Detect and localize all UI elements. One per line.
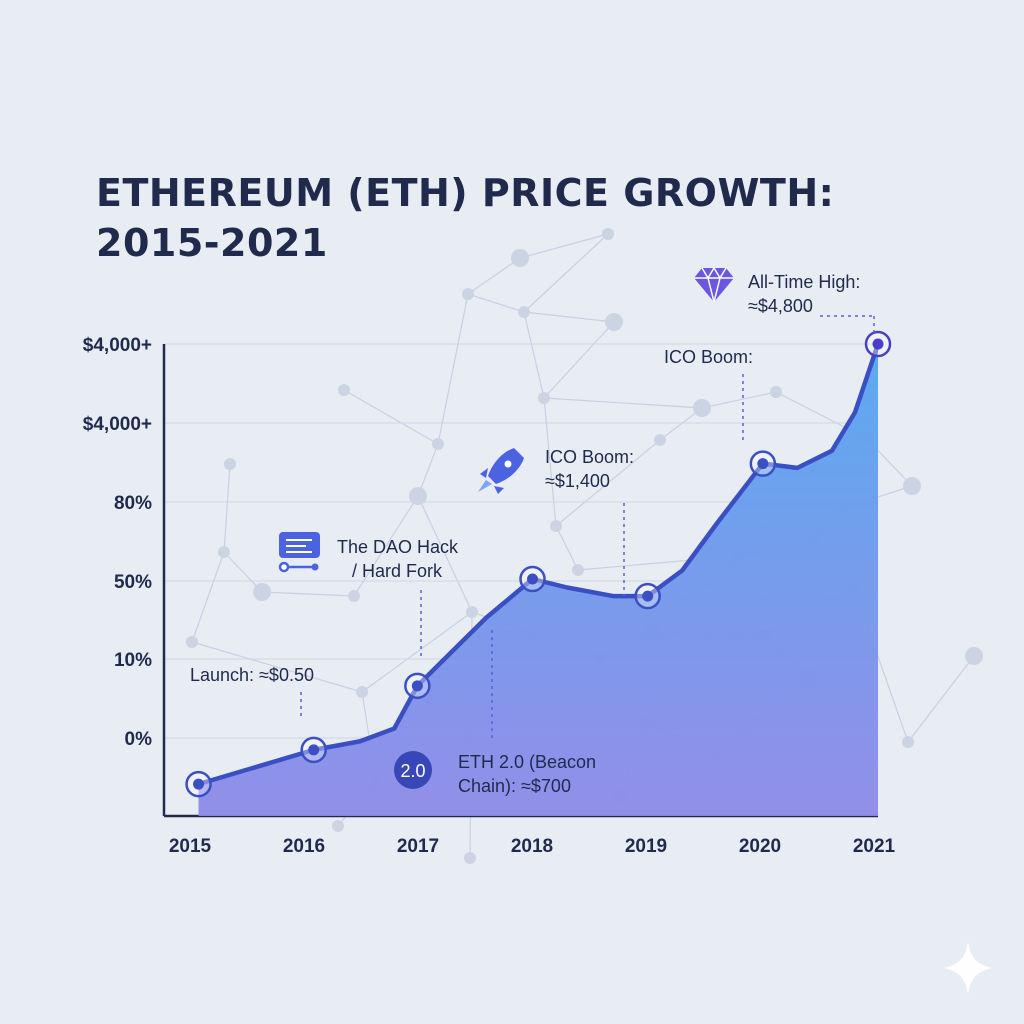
network-edge <box>223 551 263 593</box>
network-edge <box>361 611 473 693</box>
network-node <box>356 686 368 698</box>
network-node <box>550 520 562 532</box>
rocket-icon <box>478 448 524 494</box>
data-point-marker <box>749 450 777 477</box>
network-edge <box>417 495 473 613</box>
x-tick-label: 2016 <box>283 836 325 857</box>
title-line-1: ETHEREUM (ETH) PRICE GROWTH: <box>96 171 835 215</box>
annotation-label: ≈$4,800 <box>748 296 813 316</box>
price-area-fill <box>198 344 878 816</box>
annotation-label: All-Time High: <box>748 272 860 292</box>
network-node <box>518 306 530 318</box>
network-node <box>462 288 474 300</box>
y-tick-label: 0% <box>125 729 153 750</box>
x-tick-label: 2019 <box>625 836 667 857</box>
network-node <box>693 399 711 417</box>
y-tick-label: $4,000+ <box>83 335 152 356</box>
annotation-label: The DAO Hack <box>337 537 459 557</box>
network-edge <box>543 321 615 399</box>
network-node <box>466 606 478 618</box>
data-point-marker <box>300 736 327 764</box>
network-edge <box>191 551 225 643</box>
data-point-marker <box>519 565 546 593</box>
network-node <box>464 852 476 864</box>
network-node <box>903 477 921 495</box>
diamond-icon <box>694 267 734 303</box>
annotation-label: / Hard Fork <box>352 561 443 581</box>
network-edge <box>467 257 521 295</box>
data-point-marker <box>864 330 892 358</box>
annotation-label: ICO Boom: <box>664 347 753 367</box>
annotation-label: ≈$1,400 <box>545 471 610 491</box>
x-tick-label: 2015 <box>169 836 212 857</box>
server-icon <box>278 532 320 573</box>
x-tick-label: 2018 <box>511 836 553 857</box>
y-tick-label: $4,000+ <box>83 414 152 435</box>
network-node <box>218 546 230 558</box>
x-tick-label: 2017 <box>397 836 439 857</box>
title-line-2: 2015-2021 <box>96 221 328 265</box>
network-edge <box>555 525 579 571</box>
network-node <box>332 820 344 832</box>
network-node <box>348 590 360 602</box>
x-tick-label: 2020 <box>739 836 781 857</box>
network-edge <box>343 389 439 445</box>
network-node <box>572 564 584 576</box>
network-node <box>511 249 529 267</box>
network-node <box>965 647 983 665</box>
data-point-marker <box>634 582 661 610</box>
network-edge <box>417 443 439 497</box>
network-node <box>902 736 914 748</box>
network-edge <box>353 495 419 597</box>
data-markers <box>185 330 892 798</box>
network-edge <box>437 293 469 445</box>
data-point-marker <box>404 672 431 700</box>
y-tick-label: 80% <box>114 493 152 514</box>
network-node <box>224 458 236 470</box>
network-edge <box>523 311 545 399</box>
x-tick-label: 2021 <box>853 836 896 857</box>
annotations: Launch: ≈$0.50 The DAO Hack / Hard Fork ICO… <box>190 267 875 796</box>
network-edge <box>467 293 525 313</box>
network-edge <box>555 439 661 527</box>
network-edge <box>519 233 609 259</box>
network-node <box>338 384 350 396</box>
annotation-label: ICO Boom: <box>545 447 634 467</box>
network-node <box>602 228 614 240</box>
eth2-badge-icon: 2.0 <box>394 751 432 789</box>
y-tick-label: 50% <box>114 572 152 593</box>
network-edge <box>701 391 777 409</box>
network-node <box>770 386 782 398</box>
y-tick-label: 10% <box>114 650 152 671</box>
network-edge <box>223 463 231 553</box>
x-axis-tick-labels: 2015 2016 2017 2018 2019 2020 2021 <box>169 836 896 857</box>
network-node <box>186 636 198 648</box>
network-edge <box>543 397 703 409</box>
network-node <box>538 392 550 404</box>
network-edge <box>191 641 363 693</box>
network-node <box>605 313 623 331</box>
network-edge <box>523 233 609 313</box>
sparkle-icon <box>944 942 992 994</box>
y-axis-tick-labels: $4,000+ $4,000+ 80% 50% 10% 0% <box>83 335 152 750</box>
network-node <box>253 583 271 601</box>
annotation-label: Chain): ≈$700 <box>458 776 571 796</box>
network-node <box>409 487 427 505</box>
network-node <box>432 438 444 450</box>
network-edge <box>543 397 557 527</box>
annotation-label: Launch: ≈$0.50 <box>190 665 314 685</box>
network-edge <box>907 655 975 743</box>
network-edge <box>523 311 615 323</box>
price-area <box>196 341 881 816</box>
annotation-label: ETH 2.0 (Beacon <box>458 752 596 772</box>
data-point-marker <box>185 770 212 798</box>
chart-title: ETHEREUM (ETH) PRICE GROWTH: 2015-2021 <box>96 168 856 268</box>
network-edge <box>261 591 355 597</box>
price-series-line <box>196 341 881 787</box>
eth2-badge-label: 2.0 <box>400 761 425 781</box>
network-node <box>654 434 666 446</box>
